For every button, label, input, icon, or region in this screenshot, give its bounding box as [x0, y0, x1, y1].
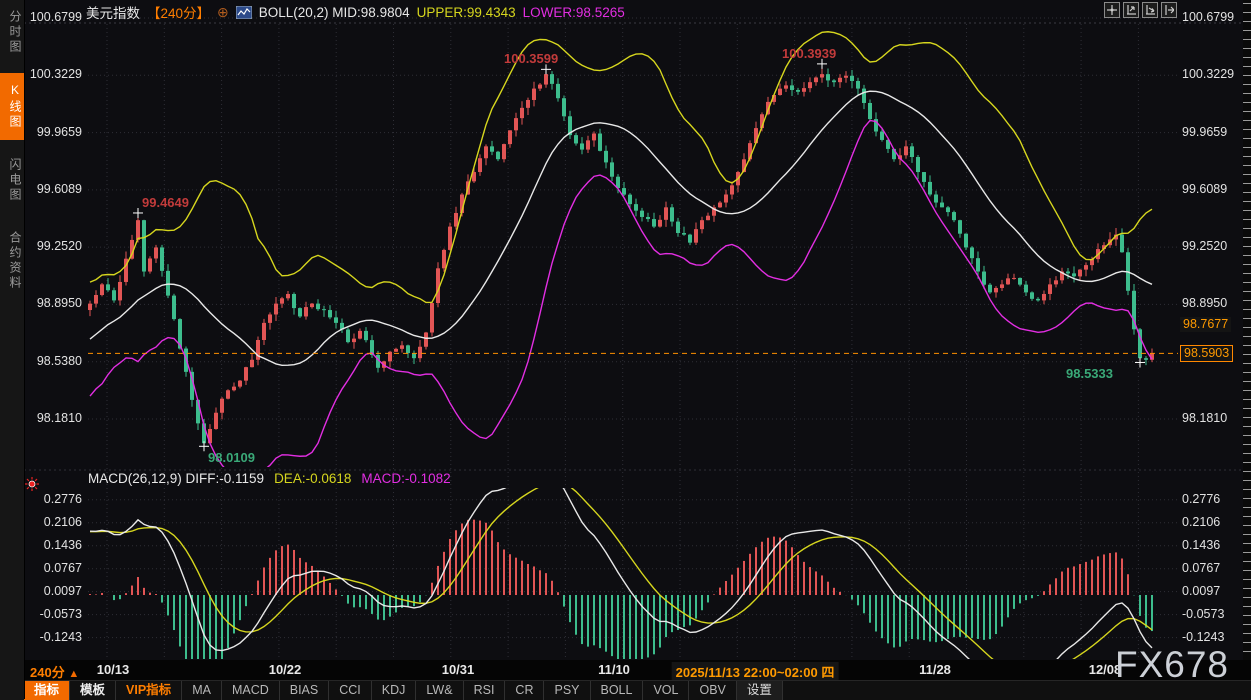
timeframe-chip[interactable]: 240分 ▲ — [30, 662, 79, 681]
high-price-annotation: 99.4649 — [142, 195, 189, 210]
trading-app-window: 分时图 K线图闪电图合约资料 美元指数【240分】 ⊕ BOLL(20,2) MI… — [0, 0, 1251, 699]
symbol-title: 美元指数 — [86, 2, 140, 22]
macd-axis-label: 0.0097 — [24, 584, 82, 598]
macd-histogram — [90, 520, 1152, 660]
sidebar-tab-active[interactable]: K线图 — [0, 73, 24, 140]
y-axis-label: 98.1810 — [24, 411, 82, 425]
macd-header: MACD(26,12,9) DIFF:-0.1159 DEA:-0.0618 M… — [88, 471, 451, 486]
chart-header: 美元指数【240分】 ⊕ BOLL(20,2) MID:98.9804 UPPE… — [86, 3, 625, 21]
chart-type-sidebar: 分时图 K线图闪电图合约资料 — [0, 0, 25, 699]
y-axis-label: 100.6799 — [24, 10, 82, 24]
bollinger-bands — [90, 32, 1152, 483]
y-axis-label: 100.3229 — [24, 67, 82, 81]
x-axis-date-label: 10/22 — [269, 662, 302, 677]
high-price-annotation: 100.3599 — [504, 51, 558, 66]
macd-axis-label: -0.1243 — [1182, 630, 1224, 644]
macd-diff-value: MACD(26,12,9) DIFF:-0.1159 — [88, 471, 264, 486]
macd-axis-label: -0.0573 — [24, 607, 82, 621]
toolbar-button-normal[interactable]: VOL — [643, 681, 689, 700]
y-axis-label: 98.8950 — [1182, 296, 1227, 310]
expand-icon[interactable]: ⊕ — [217, 4, 229, 21]
macd-axis-label: 0.2106 — [1182, 515, 1220, 529]
x-axis-date-label: 10/31 — [442, 662, 475, 677]
boll-lower-value: LOWER:98.5265 — [523, 5, 625, 20]
macd-axis-label: 0.1436 — [24, 538, 82, 552]
macd-axis-label: 0.0767 — [1182, 561, 1220, 575]
timeframe-label: 240分 — [30, 665, 65, 680]
y-axis-label: 99.2520 — [1182, 239, 1227, 253]
sidebar-tab-item[interactable]: 合约资料 — [0, 221, 24, 301]
zoom-in-axis-icon[interactable] — [1123, 2, 1139, 18]
shift-right-icon[interactable] — [1161, 2, 1177, 18]
y-axis-label: 99.9659 — [1182, 125, 1227, 139]
y-axis-label: 99.2520 — [24, 239, 82, 253]
boll-indicator-values: BOLL(20,2) MID:98.9804 — [259, 5, 410, 20]
low-price-annotation: 98.0109 — [208, 450, 255, 465]
toolbar-button-vip[interactable]: VIP指标 — [116, 681, 182, 700]
chart-canvas[interactable] — [24, 0, 1243, 660]
macd-axis-label: 0.2776 — [24, 492, 82, 506]
low-price-annotation: 98.5333 — [1066, 366, 1113, 381]
macd-axis-label: 0.1436 — [1182, 538, 1220, 552]
toolbar-button-normal[interactable]: RSI — [464, 681, 506, 700]
macd-axis-label: 0.0767 — [24, 561, 82, 575]
boll-upper-value: UPPER:99.4343 — [417, 5, 516, 20]
toolbar-button-normal[interactable]: MA — [182, 681, 222, 700]
crosshair-datetime-label: 2025/11/13 22:00~02:00 四 — [672, 662, 839, 681]
alarm-icon[interactable] — [25, 477, 39, 491]
toolbar-button-plain[interactable]: 模板 — [70, 681, 116, 700]
ref-price-tag: 98.7677 — [1180, 317, 1231, 332]
macd-axis-label: 0.0097 — [1182, 584, 1220, 598]
macd-value: MACD:-0.1082 — [361, 471, 450, 486]
macd-axis-label: -0.1243 — [24, 630, 82, 644]
toolbar-button-active[interactable]: 指标 — [24, 681, 70, 700]
candles-layer — [88, 64, 1154, 446]
chart-corner-buttons — [1104, 2, 1177, 18]
macd-dea-value: DEA:-0.0618 — [274, 471, 351, 486]
toolbar-button-normal[interactable]: BOLL — [591, 681, 644, 700]
timeframe-arrow-icon: ▲ — [68, 668, 79, 680]
boll-upper-line — [90, 32, 1152, 303]
high-price-annotation: 100.3939 — [782, 46, 836, 61]
right-scrollbar-strip[interactable] — [1243, 0, 1251, 660]
last-price-tag: 98.5903 — [1180, 345, 1233, 362]
boll-lower-line — [90, 120, 1152, 483]
x-axis-date-label: 10/13 — [97, 662, 130, 677]
x-axis-date-label: 11/10 — [598, 662, 630, 677]
x-axis-date-label: 11/28 — [919, 662, 951, 677]
zoom-out-axis-icon[interactable] — [1142, 2, 1158, 18]
macd-axis-label: 0.2106 — [24, 515, 82, 529]
sidebar-tab-item[interactable]: 分时图 — [0, 0, 24, 65]
y-axis-label: 100.3229 — [1182, 67, 1234, 81]
pan-move-icon[interactable] — [1104, 2, 1120, 18]
extreme-markers — [133, 59, 1145, 451]
grid-lines — [24, 18, 1243, 659]
toolbar-button-normal[interactable]: MACD — [222, 681, 280, 700]
y-axis-label: 98.5380 — [24, 354, 82, 368]
toolbar-button-normal[interactable]: KDJ — [372, 681, 417, 700]
toolbar-button-normal[interactable]: PSY — [544, 681, 590, 700]
toolbar-button-normal[interactable]: CCI — [329, 681, 372, 700]
y-axis-label: 99.6089 — [1182, 182, 1227, 196]
y-axis-label: 98.1810 — [1182, 411, 1227, 425]
fx678-watermark: FX678 — [1115, 644, 1229, 686]
toolbar-button-normal[interactable]: BIAS — [280, 681, 330, 700]
toolbar-button-normal[interactable]: OBV — [689, 681, 736, 700]
date-axis-row: 240分 ▲ 10/13 10/22 10/31 11/10 2025/11/13 22… — [0, 660, 1251, 680]
macd-axis-label: -0.0573 — [1182, 607, 1224, 621]
indicator-toolbar: 指标模板VIP指标MAMACDBIASCCIKDJLW&RSICRPSYBOLL… — [0, 680, 1251, 700]
sidebar-tab-item[interactable]: 闪电图 — [0, 148, 24, 213]
toolbar-button-normal[interactable]: CR — [505, 681, 544, 700]
macd-axis-label: 0.2776 — [1182, 492, 1220, 506]
chart-thumbnail-icon[interactable] — [236, 6, 252, 19]
period-label: 【240分】 — [147, 2, 210, 22]
toolbar-button-normal[interactable]: LW& — [416, 681, 463, 700]
y-axis-label: 100.6799 — [1182, 10, 1234, 24]
toolbar-button-settings[interactable]: 设置 — [737, 681, 783, 700]
y-axis-label: 98.8950 — [24, 296, 82, 310]
macd-lines — [90, 473, 1152, 660]
y-axis-label: 99.9659 — [24, 125, 82, 139]
y-axis-label: 99.6089 — [24, 182, 82, 196]
chart-region[interactable]: 美元指数【240分】 ⊕ BOLL(20,2) MID:98.9804 UPPE… — [24, 0, 1243, 660]
